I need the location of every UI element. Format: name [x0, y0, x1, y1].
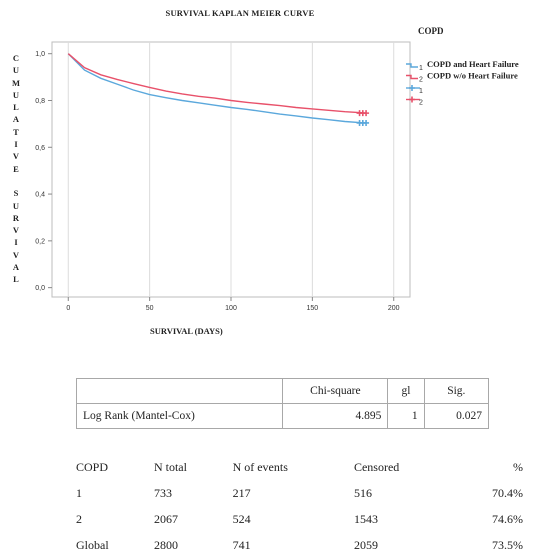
summary-row: 2 2067 524 1543 74.6%	[72, 506, 527, 532]
series-1-line	[67, 53, 367, 124]
summary-cell: 2059	[353, 537, 378, 552]
legend-label: COPD and Heart Failure	[427, 59, 519, 69]
summary-cell: 70.4%	[492, 485, 523, 500]
log-rank-table: Chi-square gl Sig. Log Rank (Mantel-Cox) 4.…	[75, 378, 490, 429]
legend: 1 COPD and Heart Failure 2 COPD w/o Heart F…	[406, 59, 519, 107]
summary-cell: 217	[232, 485, 251, 500]
summary-cell: 2800	[153, 537, 178, 552]
x-tick-label: 50	[146, 305, 154, 312]
legend-key: 2	[419, 100, 423, 107]
stats-cell: 4.895	[282, 403, 389, 429]
summary-header: N total	[153, 459, 187, 474]
series-1-censor-mark	[363, 119, 370, 126]
stats-cell: Log Rank (Mantel-Cox)	[75, 403, 284, 429]
x-tick-label: 0	[66, 305, 70, 312]
summary-row: Global 2800 741 2059 73.5%	[72, 532, 527, 558]
legend-censor-mark-1	[409, 85, 415, 91]
y-tick-label: 0,8	[35, 98, 45, 105]
summary-cell: 2067	[153, 511, 178, 526]
summary-header: COPD	[76, 459, 109, 474]
x-tick-label: 100	[225, 305, 237, 312]
y-tick-label: 0,6	[35, 145, 45, 152]
stats-header: Sig.	[423, 378, 490, 404]
series-2-line	[67, 53, 367, 114]
legend-key: 1	[419, 88, 423, 95]
summary-cell: 733	[153, 485, 172, 500]
summary-cell: 74.6%	[492, 511, 523, 526]
legend-key: 1	[419, 65, 423, 72]
y-axis-label: C U M U L A T I V E S U R V I V A L	[11, 53, 21, 285]
km-plot: 0 50 100 150 200 0,0 0,2 0,4 0,6 0,8 1,0 1 COPD and…	[35, 41, 519, 312]
stats-header	[75, 378, 284, 404]
stats-header: Chi-square	[282, 378, 389, 404]
y-tick-label: 0,4	[35, 192, 45, 199]
x-axis-label: SURVIVAL (DAYS)	[150, 326, 223, 336]
summary-header: Censored	[353, 459, 400, 474]
summary-header: %	[513, 459, 523, 474]
stats-cell: 1	[387, 403, 425, 429]
legend-title: COPD	[418, 26, 444, 36]
y-tick-label: 1,0	[35, 51, 45, 58]
summary-cell: 2	[76, 511, 82, 526]
chart-title: SURVIVAL KAPLAN MEIER CURVE	[165, 8, 315, 18]
summary-cell: 1543	[353, 511, 378, 526]
summary-cell: 1	[76, 485, 82, 500]
legend-swatch-1	[406, 63, 418, 68]
legend-key: 2	[419, 77, 423, 84]
series-2-censor-mark	[363, 110, 370, 117]
stats-row: Log Rank (Mantel-Cox) 4.895 1 0.027	[75, 403, 490, 429]
legend-label: COPD w/o Heart Failure	[427, 71, 518, 81]
case-summary-table: COPD N total N of events Censored% 1 733 217 5…	[72, 454, 527, 558]
summary-header: N of events	[232, 459, 288, 474]
stats-header: gl	[387, 378, 425, 404]
x-tick-label: 150	[307, 305, 319, 312]
x-tick-label: 200	[388, 305, 400, 312]
summary-cell: 524	[232, 511, 251, 526]
summary-cell: Global	[76, 537, 109, 552]
y-tick-label: 0,0	[35, 285, 45, 292]
y-tick-label: 0,2	[35, 238, 45, 245]
stats-cell: 0.027	[423, 403, 490, 429]
summary-cell: 73.5%	[492, 537, 523, 552]
legend-censor-mark-2	[409, 96, 415, 103]
summary-cell: 516	[353, 485, 372, 500]
legend-swatch-2	[406, 74, 418, 80]
summary-cell: 741	[232, 537, 251, 552]
summary-row: 1 733 217 516 70.4%	[72, 480, 527, 506]
